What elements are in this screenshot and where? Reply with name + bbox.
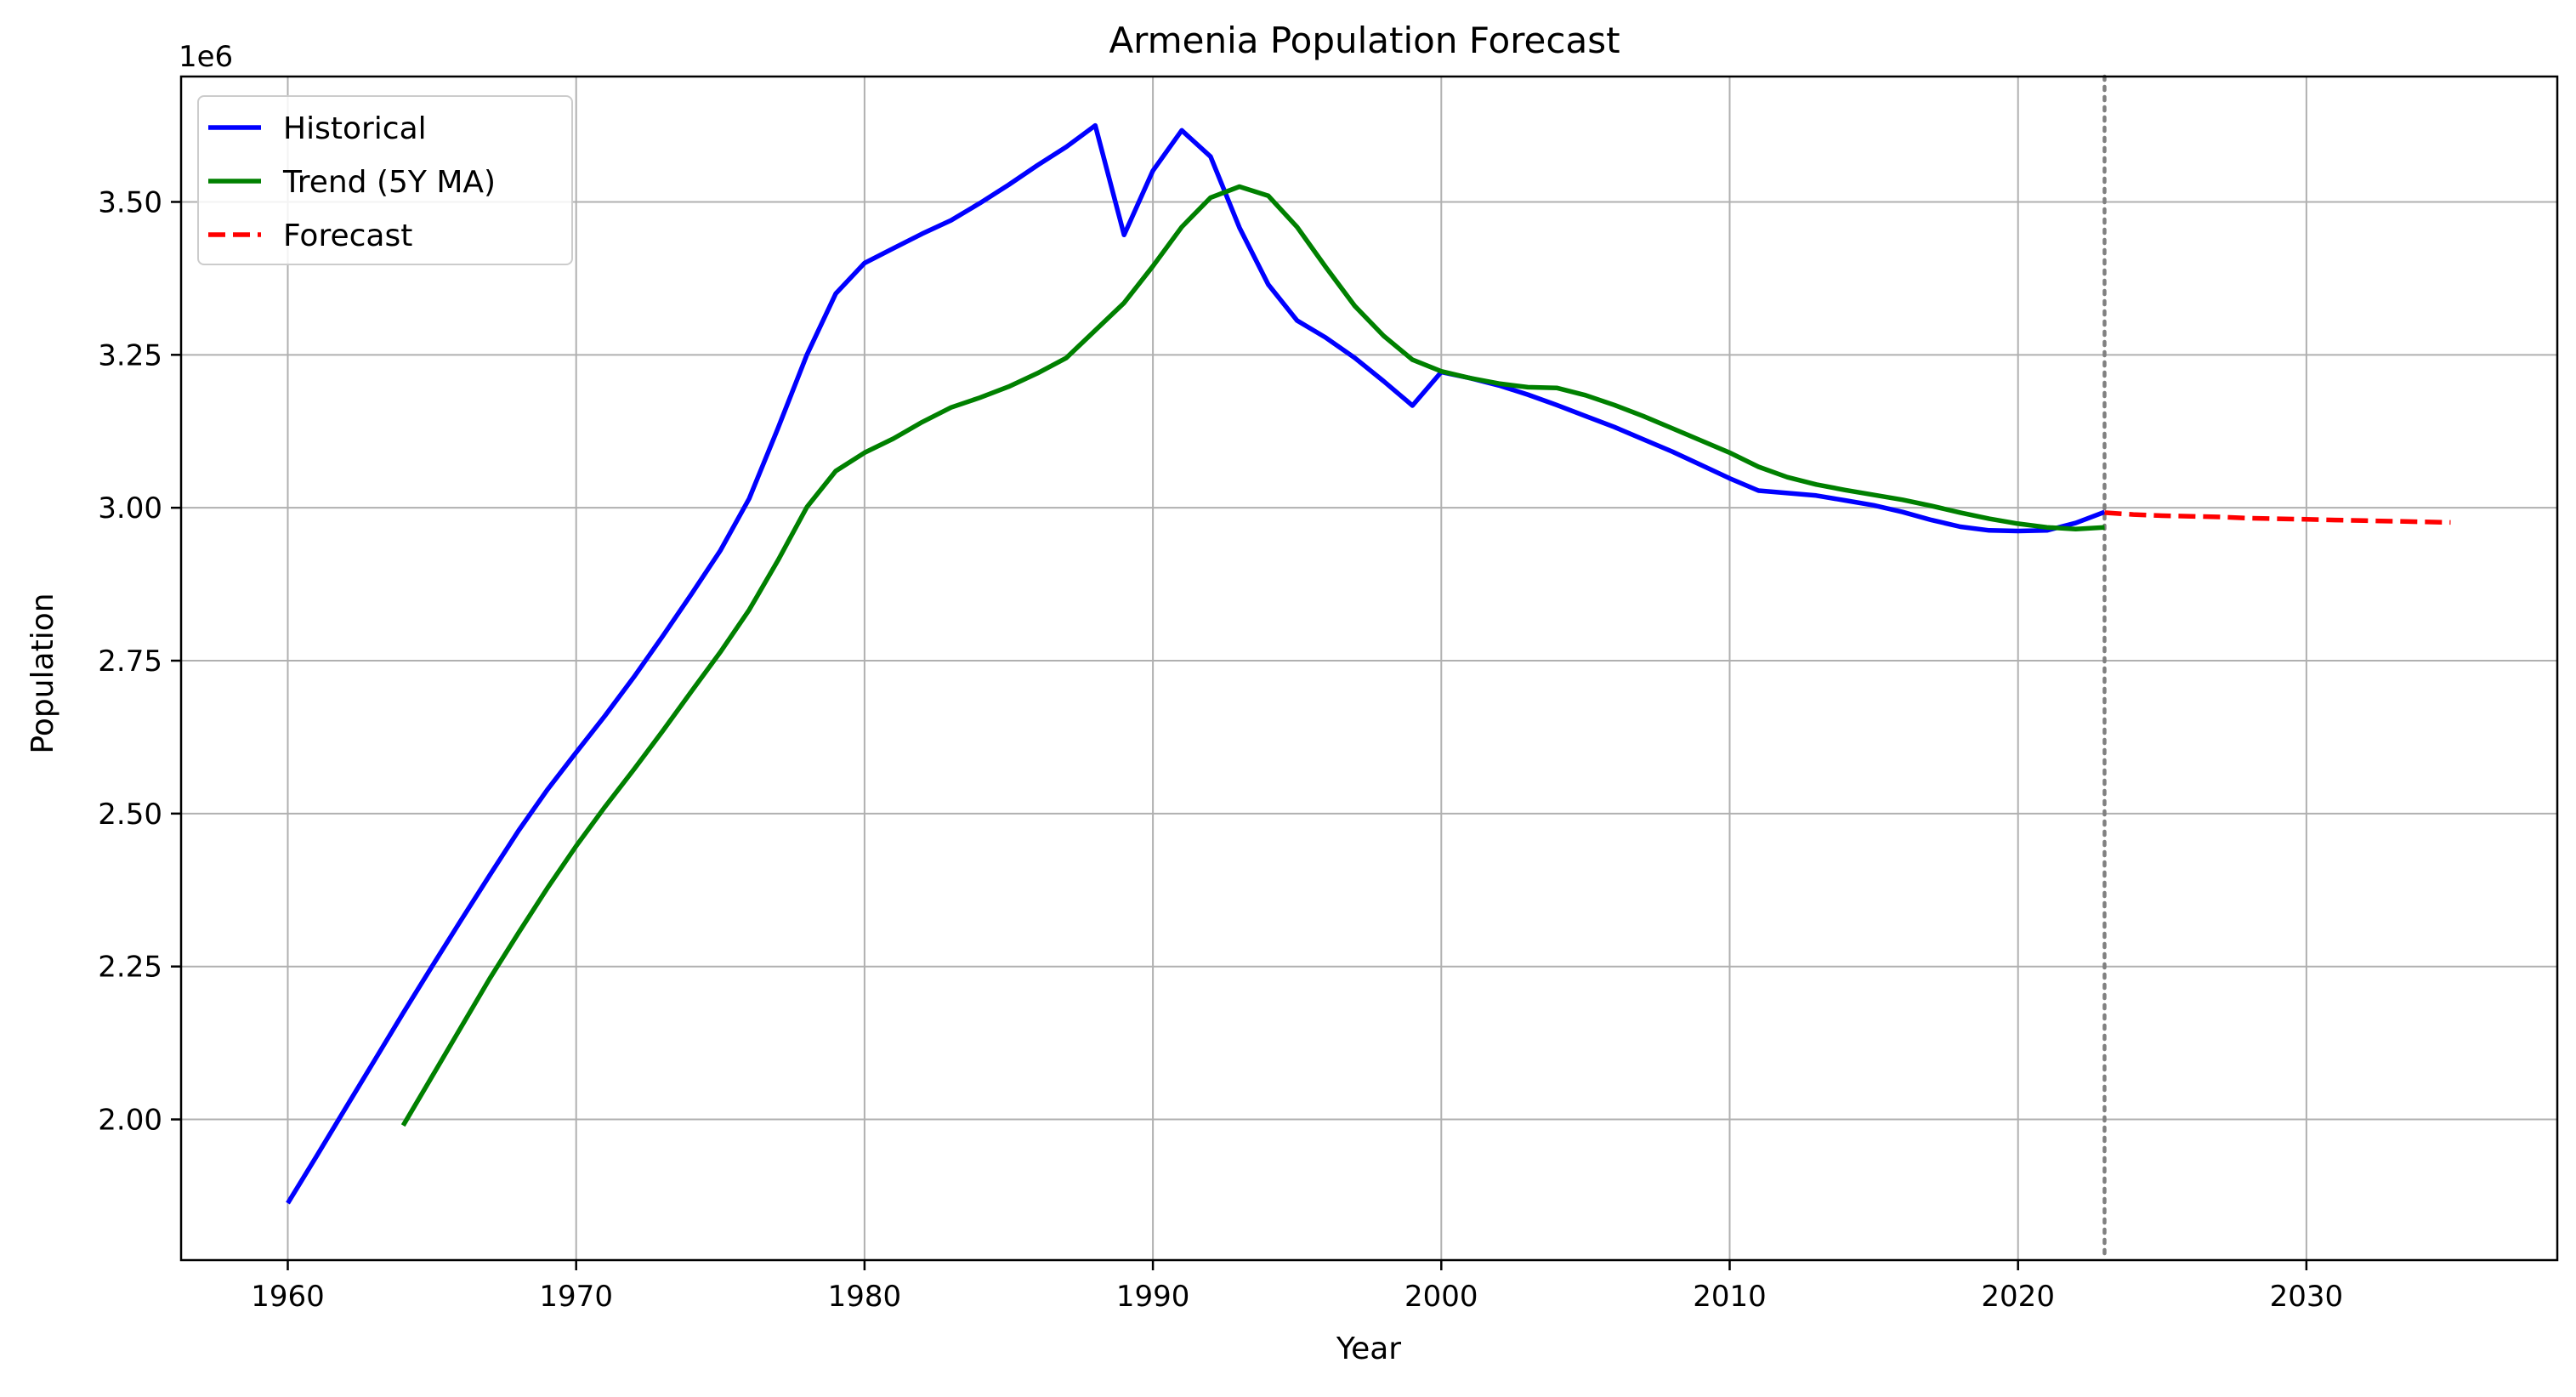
x-tick-label: 1980 bbox=[828, 1280, 902, 1314]
x-tick-label: 2000 bbox=[1404, 1280, 1478, 1314]
x-tick-label: 1960 bbox=[251, 1280, 325, 1314]
series-line-2 bbox=[2104, 510, 2451, 525]
y-tick-label: 3.00 bbox=[98, 491, 162, 525]
x-tick-label: 2020 bbox=[1981, 1280, 2055, 1314]
legend-label-1: Trend (5Y MA) bbox=[282, 165, 496, 200]
series-line-1 bbox=[400, 184, 2105, 1127]
chart-title: Armenia Population Forecast bbox=[1109, 20, 1620, 61]
y-tick-label: 2.75 bbox=[98, 645, 162, 679]
x-tick-label: 2010 bbox=[1693, 1280, 1767, 1314]
x-axis-label: Year bbox=[1336, 1332, 1401, 1366]
legend-label-0: Historical bbox=[283, 111, 427, 146]
legend-box bbox=[197, 95, 573, 265]
y-tick-label: 3.50 bbox=[98, 185, 162, 219]
x-tick-label: 1970 bbox=[539, 1280, 613, 1314]
y-tick-label: 2.50 bbox=[98, 798, 162, 832]
y-tick-label: 3.25 bbox=[98, 338, 162, 372]
x-tick-label: 1990 bbox=[1116, 1280, 1190, 1314]
y-axis-label: Population bbox=[26, 593, 60, 753]
legend-label-2: Forecast bbox=[283, 219, 412, 253]
x-tick-label: 2030 bbox=[2270, 1280, 2344, 1314]
axes-frame bbox=[179, 75, 2559, 1262]
y-tick-label: 2.25 bbox=[98, 951, 162, 985]
y-axis-offset-label: 1e6 bbox=[179, 40, 233, 74]
y-tick-label: 2.00 bbox=[98, 1104, 162, 1138]
series-line-0 bbox=[286, 122, 2106, 1205]
